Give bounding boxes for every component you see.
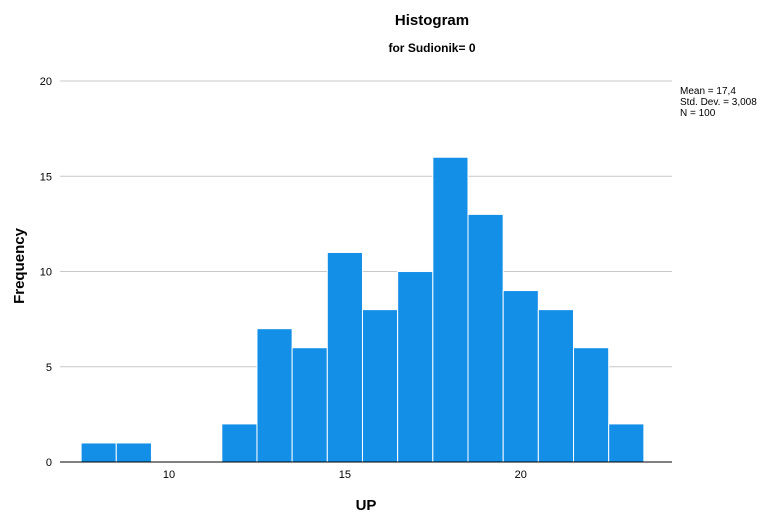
y-tick-label: 10 <box>40 267 52 279</box>
histogram-bar <box>608 423 645 463</box>
x-axis-label: UP <box>356 497 377 514</box>
y-axis-label: Frequency <box>11 227 28 304</box>
y-tick-label: 15 <box>40 171 52 183</box>
y-tick-label: 20 <box>40 76 52 88</box>
x-tick-label: 10 <box>163 469 175 481</box>
chart-subtitle: for Sudionik= 0 <box>388 41 475 55</box>
histogram-bar <box>256 328 293 463</box>
y-tick-labels: 0 5 10 15 20 <box>40 76 52 469</box>
histogram-bar <box>573 347 610 463</box>
histogram-bar <box>397 271 434 463</box>
stats-std-dev: Std. Dev. = 3,008 <box>680 97 757 108</box>
stats-mean: Mean = 17,4 <box>680 86 736 97</box>
x-tick-label: 20 <box>515 469 527 481</box>
y-tick-label: 0 <box>46 457 52 469</box>
x-tick-labels: 10 15 20 <box>163 469 527 481</box>
histogram-bar <box>115 442 152 463</box>
histogram-bar <box>326 251 363 463</box>
chart-title: Histogram <box>395 12 469 29</box>
stats-n: N = 100 <box>680 108 716 119</box>
y-tick-label: 5 <box>46 362 52 374</box>
histogram-bar <box>221 423 258 463</box>
histogram-bar <box>502 290 539 463</box>
histogram-bar <box>467 213 504 463</box>
histogram-bar <box>80 442 117 463</box>
histogram-bar <box>537 309 575 463</box>
stats-box: Mean = 17,4 Std. Dev. = 3,008 N = 100 <box>680 86 757 119</box>
histogram-bar <box>361 309 399 463</box>
bars <box>80 156 645 463</box>
histogram-bar <box>291 347 328 463</box>
x-tick-label: 15 <box>339 469 351 481</box>
histogram-bar <box>432 156 469 463</box>
